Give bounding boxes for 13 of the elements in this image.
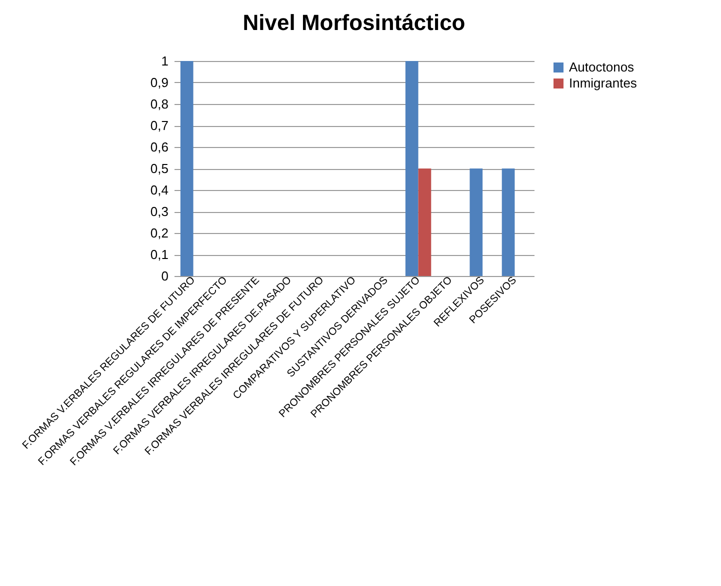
y-tick-label: 0,5 — [150, 161, 168, 176]
y-tick-label: 0,1 — [150, 247, 168, 262]
y-tick-label: 0,7 — [150, 118, 168, 133]
y-tick-label: 0,8 — [150, 96, 168, 112]
y-tick-label: 1 — [161, 54, 168, 68]
y-tick-label: 0,9 — [150, 75, 168, 90]
y-tick-label: 0,2 — [150, 226, 168, 240]
y-tick-label: 0,6 — [150, 140, 168, 154]
legend-label: Inmigrantes — [569, 76, 638, 90]
y-tick-label: 0,3 — [150, 204, 168, 219]
legend-label: Autoctonos — [569, 60, 635, 74]
y-tick-label: 0,4 — [150, 182, 168, 198]
chart-title: Nivel Morfosintáctico — [242, 10, 466, 35]
